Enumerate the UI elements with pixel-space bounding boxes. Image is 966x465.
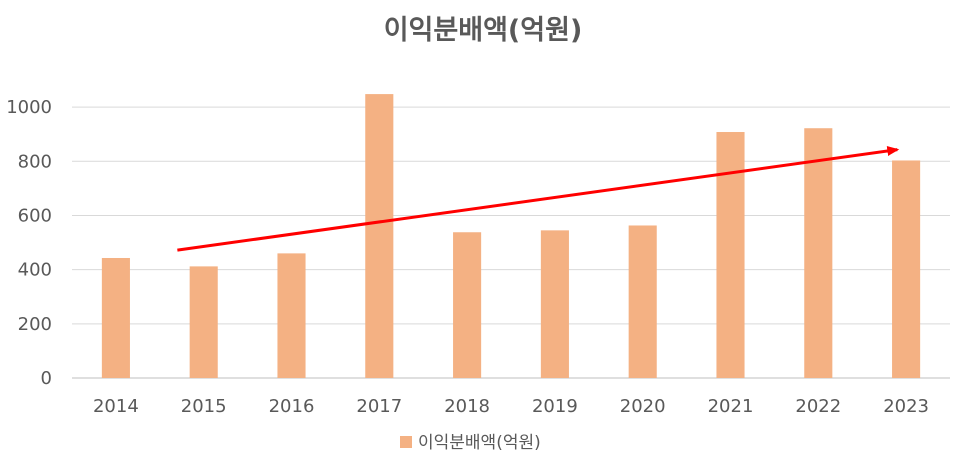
legend: 이익분배액(억원) — [400, 433, 541, 453]
x-tick-label: 2022 — [795, 396, 841, 417]
bar — [892, 160, 921, 378]
y-tick-label: 600 — [18, 205, 52, 226]
x-tick-label: 2018 — [444, 396, 490, 417]
y-tick-label: 0 — [41, 368, 52, 389]
y-tick-label: 1000 — [6, 97, 52, 118]
bar — [716, 132, 745, 378]
y-tick-label: 400 — [18, 260, 52, 281]
y-tick-label: 200 — [18, 314, 52, 335]
bar — [540, 230, 569, 378]
legend-label: 이익분배액(억원) — [418, 433, 541, 453]
bar — [101, 257, 130, 378]
x-tick-label: 2020 — [620, 396, 666, 417]
x-tick-label: 2016 — [269, 396, 315, 417]
x-tick-label: 2017 — [356, 396, 402, 417]
bars — [101, 94, 921, 378]
x-tick-label: 2023 — [883, 396, 929, 417]
bar — [189, 266, 218, 378]
trend-arrow — [177, 146, 900, 252]
bar — [628, 225, 657, 378]
axes: 0 200 400 600 800 1000 2014 2015 2016 2017 2018 201… — [6, 97, 929, 417]
x-tick-label: 2019 — [532, 396, 578, 417]
x-tick-label: 2014 — [93, 396, 139, 417]
bar — [804, 128, 833, 378]
x-tick-label: 2021 — [708, 396, 754, 417]
bar — [453, 232, 482, 378]
trend-layer — [177, 146, 900, 252]
chart-title: 이익분배액(억원) — [383, 15, 583, 46]
y-tick-label: 800 — [18, 151, 52, 172]
gridlines — [72, 106, 950, 379]
bar — [365, 94, 394, 378]
bar — [277, 253, 306, 378]
x-tick-label: 2015 — [181, 396, 227, 417]
legend-swatch — [400, 436, 412, 448]
